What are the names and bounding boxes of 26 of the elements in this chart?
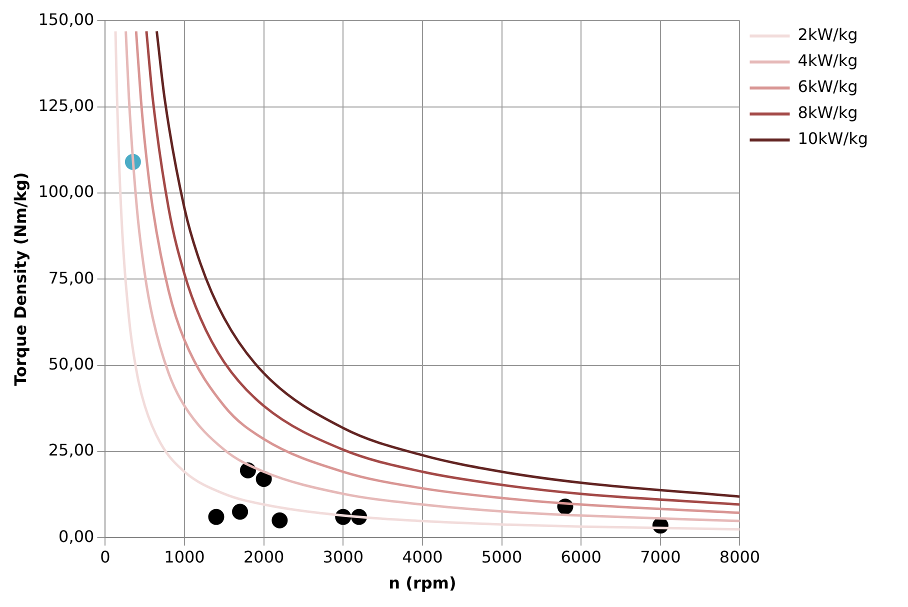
y-tick-label: 0,00 <box>58 526 94 546</box>
y-tick-label: 100,00 <box>38 182 94 202</box>
x-tick-label: 0 <box>100 547 110 566</box>
x-tick-label: 1000 <box>164 547 205 566</box>
point <box>208 508 224 525</box>
x-tick-label: 3000 <box>322 547 364 566</box>
point <box>272 512 288 528</box>
y-tick-label: 75,00 <box>48 268 94 288</box>
point <box>232 504 248 520</box>
x-tick-label: 5000 <box>481 547 522 566</box>
legend-label: 2kW/kg <box>798 25 858 44</box>
x-tick-label: 6000 <box>560 547 602 566</box>
x-tick-label: 7000 <box>640 547 681 566</box>
y-tick-label: 150,00 <box>38 10 94 29</box>
legend-label: 4kW/kg <box>798 51 858 70</box>
x-tick-label: 8000 <box>719 547 760 566</box>
x-tick-label: 2000 <box>243 547 284 566</box>
y-tick-label: 50,00 <box>48 354 94 374</box>
y-tick-label: 125,00 <box>38 96 94 115</box>
legend-label: 8kW/kg <box>798 103 858 122</box>
x-axis-title: n (rpm) <box>388 574 456 593</box>
y-axis-title: Torque Density (Nm/kg) <box>10 172 30 386</box>
x-tick-label: 4000 <box>402 547 443 566</box>
y-tick-label: 25,00 <box>48 440 94 460</box>
legend-label: 10kW/kg <box>798 129 868 148</box>
legend-label: 6kW/kg <box>798 77 858 96</box>
